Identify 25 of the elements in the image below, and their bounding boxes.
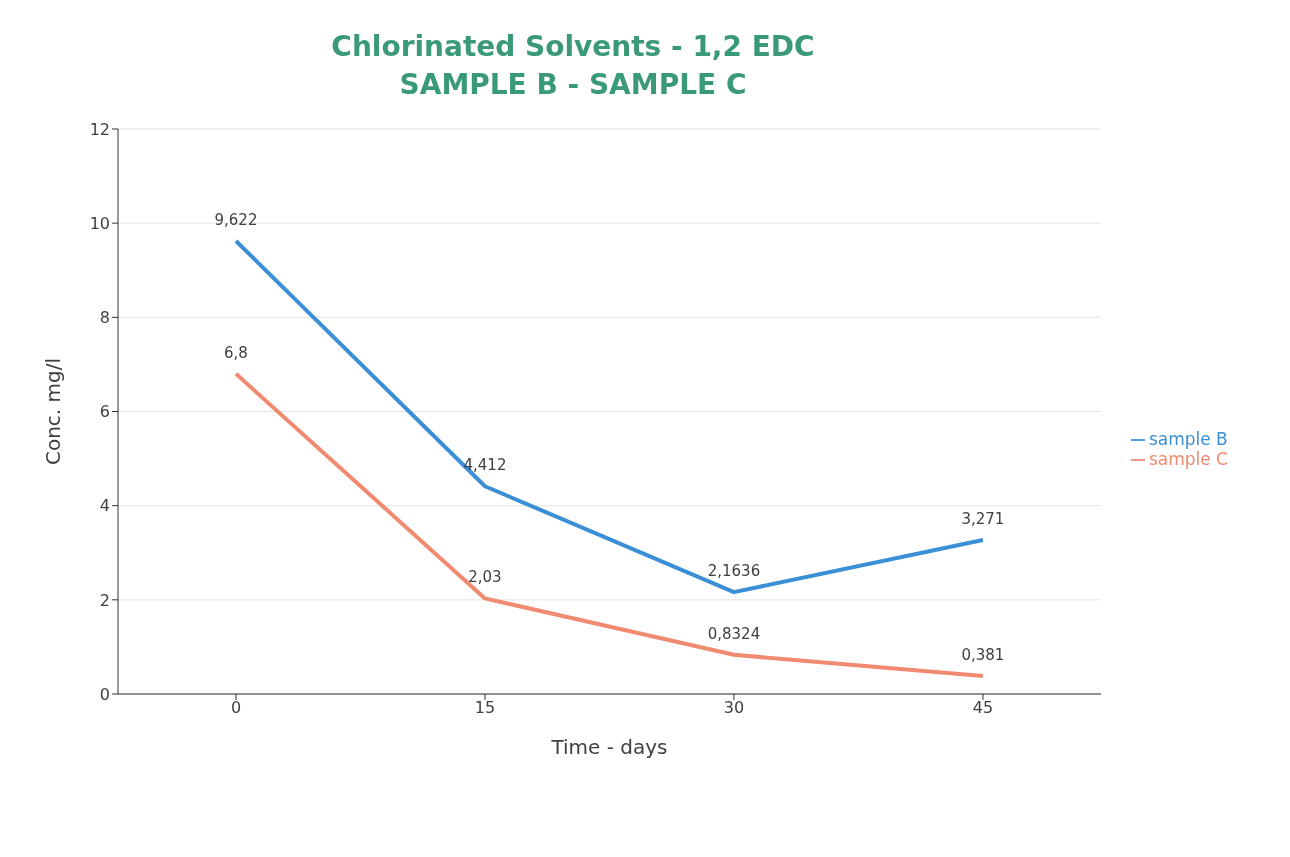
- legend-label: sample C: [1148, 449, 1228, 469]
- data-label: 2,1636: [707, 562, 761, 581]
- data-label: 0,8324: [707, 624, 761, 643]
- y-tick-label: 8: [99, 308, 110, 328]
- y-tick-label: 12: [89, 119, 110, 139]
- y-axis-title: Conc. mg/l: [41, 357, 66, 466]
- y-tick-label: 6: [99, 402, 110, 422]
- x-tick-label: 15: [474, 698, 496, 718]
- y-tick-label: 0: [99, 684, 110, 704]
- y-tick-label: 2: [99, 590, 110, 610]
- data-label: 6,8: [224, 343, 248, 362]
- data-label: 9,622: [214, 210, 258, 229]
- data-label: 4,412: [463, 456, 507, 475]
- x-tick-label: 45: [972, 698, 994, 718]
- data-label: 2,03: [468, 568, 502, 587]
- y-tick-label: 4: [99, 496, 110, 516]
- data-label: 0,381: [961, 646, 1005, 665]
- chart-subtitle: SAMPLE B - SAMPLE C: [398, 67, 748, 103]
- data-label: 3,271: [961, 509, 1005, 528]
- x-tick-label: 0: [230, 698, 242, 718]
- x-axis-title: Time - days: [550, 735, 668, 759]
- y-tick-label: 10: [89, 213, 110, 233]
- x-tick-label: 30: [723, 698, 745, 718]
- chart-title: Chlorinated Solvents - 1,2 EDC: [330, 29, 816, 65]
- legend-label: sample B: [1148, 429, 1228, 449]
